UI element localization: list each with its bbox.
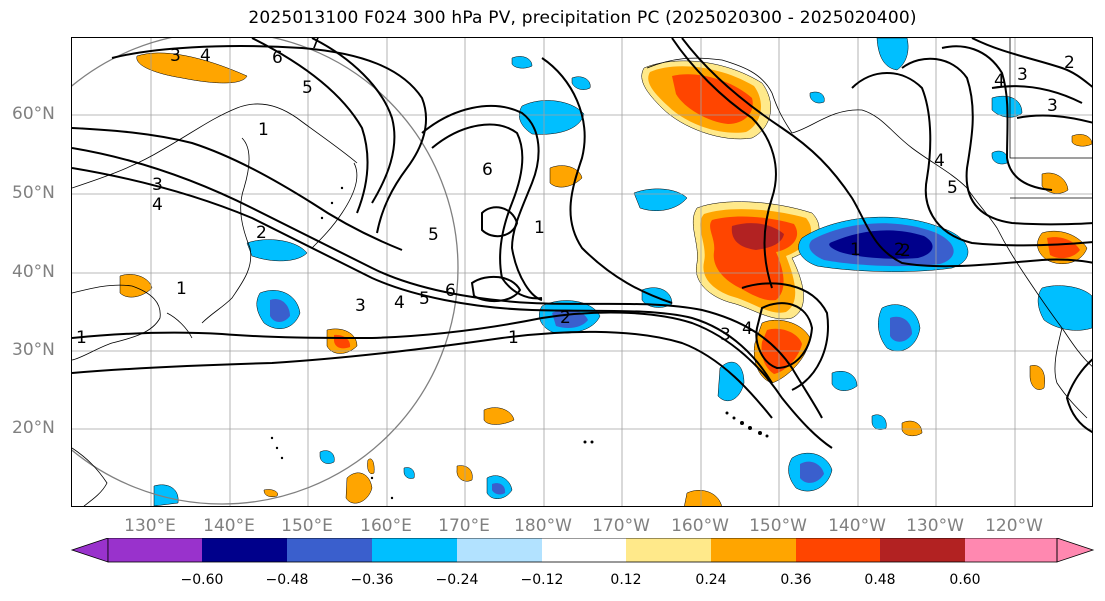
map-panel: 3 4 6 7 5 1 3 4 2 6 5 1 1 3 4 5 6 2 1 3 … bbox=[71, 37, 1093, 507]
lat-label-60n: 60°N bbox=[12, 104, 55, 124]
contour-label: 6 bbox=[272, 48, 283, 68]
lon-label-170e: 170°E bbox=[438, 516, 490, 536]
contour-label: 4 bbox=[394, 293, 405, 313]
contour-label: 2 bbox=[560, 308, 571, 328]
contour-label: 4 bbox=[200, 46, 211, 66]
precip-positive-shading bbox=[119, 52, 1092, 506]
contour-label: 3 bbox=[1047, 96, 1058, 116]
contour-label: 4 bbox=[994, 71, 1005, 91]
contour-label: 3 bbox=[355, 296, 366, 316]
lon-label-130w: 130°W bbox=[906, 516, 964, 536]
lat-label-30n: 30°N bbox=[12, 340, 55, 360]
contour-label: 1 bbox=[508, 328, 519, 348]
colorbar-tick-label: −0.36 bbox=[350, 572, 394, 588]
pv-contours bbox=[72, 38, 1092, 449]
lon-label-150e: 150°E bbox=[281, 516, 333, 536]
colorbar-tick-label: 0.12 bbox=[610, 572, 642, 588]
contour-label: 4 bbox=[934, 151, 945, 171]
colorbar-bin bbox=[880, 538, 965, 562]
colorbar-tick-label: 0.48 bbox=[864, 572, 896, 588]
colorbar-arrow-left bbox=[70, 538, 109, 563]
lon-label-170w: 170°W bbox=[592, 516, 650, 536]
lon-label-180w: 180°W bbox=[514, 516, 572, 536]
colorbar-tick-label: 0.24 bbox=[695, 572, 727, 588]
contour-label: 1 bbox=[534, 218, 545, 238]
contour-label: 3 bbox=[1017, 65, 1028, 85]
contour-label: 3 bbox=[720, 325, 731, 345]
colorbar-bin bbox=[711, 538, 796, 562]
colorbar-arrow-right bbox=[1056, 538, 1095, 563]
colorbar-bin bbox=[372, 538, 457, 562]
lat-label-40n: 40°N bbox=[12, 262, 55, 282]
range-circle bbox=[72, 38, 459, 505]
contour-label: 6 bbox=[445, 281, 456, 301]
lon-label-120w: 120°W bbox=[985, 516, 1043, 536]
contour-label: 2 bbox=[256, 223, 267, 243]
contour-label: 1 bbox=[76, 328, 87, 348]
precip-negative-shading bbox=[153, 38, 1092, 506]
lat-label-50n: 50°N bbox=[12, 183, 55, 203]
colorbar-bin bbox=[202, 538, 287, 562]
contour-label: 5 bbox=[419, 289, 430, 309]
contour-label: 5 bbox=[302, 78, 313, 98]
colorbar-tick-label: −0.48 bbox=[265, 572, 309, 588]
contour-label: 5 bbox=[428, 225, 439, 245]
contour-label: 5 bbox=[947, 178, 958, 198]
colorbar-frame bbox=[107, 538, 1058, 563]
lon-label-140w: 140°W bbox=[828, 516, 886, 536]
colorbar-bin bbox=[542, 538, 626, 562]
contour-label: 2 bbox=[1064, 53, 1075, 73]
contour-label: 2 bbox=[900, 241, 911, 261]
lon-label-160e: 160°E bbox=[360, 516, 412, 536]
colorbar-bin bbox=[108, 538, 202, 562]
colorbar-tick-label: −0.60 bbox=[180, 572, 224, 588]
lon-label-140e: 140°E bbox=[203, 516, 255, 536]
contour-labels: 3 4 6 7 5 1 3 4 2 6 5 1 1 3 4 5 6 2 1 3 … bbox=[76, 38, 1075, 348]
contour-label: 7 bbox=[310, 38, 321, 53]
lat-label-20n: 20°N bbox=[12, 418, 55, 438]
colorbar-tick-label: −0.24 bbox=[435, 572, 479, 588]
lon-label-130e: 130°E bbox=[124, 516, 176, 536]
colorbar bbox=[70, 538, 1095, 563]
gridlines bbox=[72, 38, 1092, 506]
colorbar-bin bbox=[965, 538, 1057, 562]
colorbar-tick-label: 0.36 bbox=[780, 572, 812, 588]
contour-label: 2 bbox=[894, 240, 905, 260]
contour-label: 4 bbox=[742, 319, 753, 339]
colorbar-tick-label: −0.12 bbox=[520, 572, 564, 588]
lon-label-150w: 150°W bbox=[749, 516, 807, 536]
contour-label: 6 bbox=[482, 160, 493, 180]
contour-label: 3 bbox=[152, 175, 163, 195]
colorbar-bin bbox=[626, 538, 711, 562]
contour-label: 1 bbox=[176, 279, 187, 299]
colorbar-bin bbox=[796, 538, 880, 562]
contour-label: 3 bbox=[170, 46, 181, 66]
map-title: 2025013100 F024 300 hPa PV, precipitatio… bbox=[248, 8, 917, 28]
islands bbox=[270, 186, 769, 500]
map-canvas: 3 4 6 7 5 1 3 4 2 6 5 1 1 3 4 5 6 2 1 3 … bbox=[72, 38, 1092, 506]
contour-label: 1 bbox=[258, 120, 269, 140]
contour-label: 4 bbox=[152, 195, 163, 215]
contour-label: 1 bbox=[850, 240, 861, 260]
lon-label-160w: 160°W bbox=[671, 516, 729, 536]
coastlines bbox=[72, 38, 1092, 506]
colorbar-bin bbox=[457, 538, 542, 562]
colorbar-tick-label: 0.60 bbox=[949, 572, 981, 588]
colorbar-bin bbox=[287, 538, 372, 562]
